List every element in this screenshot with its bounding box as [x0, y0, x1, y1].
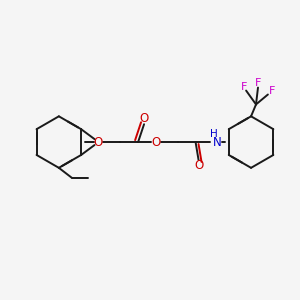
Text: O: O [140, 112, 149, 125]
Text: F: F [269, 85, 275, 96]
Text: F: F [255, 78, 261, 88]
Text: O: O [151, 136, 160, 148]
Text: F: F [241, 82, 247, 92]
Text: O: O [194, 159, 203, 172]
Text: N: N [213, 136, 222, 148]
Text: O: O [94, 136, 103, 148]
Text: H: H [209, 129, 217, 139]
